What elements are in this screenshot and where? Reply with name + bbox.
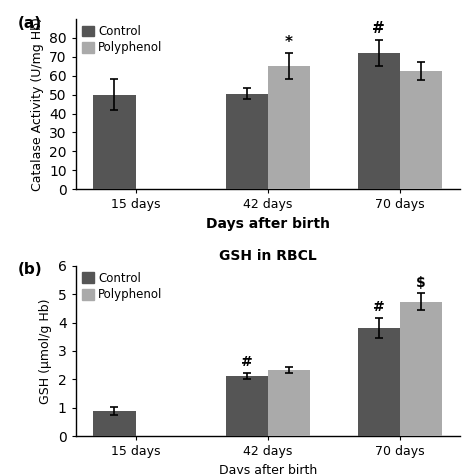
Bar	[268, 370, 310, 436]
Bar	[93, 411, 136, 436]
Bar	[358, 53, 400, 189]
Text: $: $	[416, 276, 426, 290]
Text: #: #	[373, 301, 385, 314]
Bar	[358, 328, 400, 436]
Text: #: #	[373, 21, 385, 36]
X-axis label: Days after birth: Days after birth	[206, 217, 330, 231]
Text: #: #	[241, 355, 253, 369]
Legend: Control, Polyphenol: Control, Polyphenol	[82, 25, 163, 55]
Y-axis label: Catalase Activity (U/mg Hb): Catalase Activity (U/mg Hb)	[31, 17, 44, 191]
Y-axis label: GSH (μmol/g Hb): GSH (μmol/g Hb)	[39, 298, 53, 404]
X-axis label: Days after birth: Days after birth	[219, 464, 317, 474]
Bar	[400, 302, 442, 436]
Bar	[226, 376, 268, 436]
Bar	[226, 94, 268, 189]
Legend: Control, Polyphenol: Control, Polyphenol	[82, 272, 163, 301]
Text: *: *	[285, 35, 293, 50]
Title: GSH in RBCL: GSH in RBCL	[219, 249, 317, 263]
Bar	[268, 66, 310, 189]
Bar	[400, 71, 442, 189]
Text: (a): (a)	[18, 16, 42, 30]
Bar	[93, 95, 136, 189]
Text: (b): (b)	[18, 263, 43, 277]
